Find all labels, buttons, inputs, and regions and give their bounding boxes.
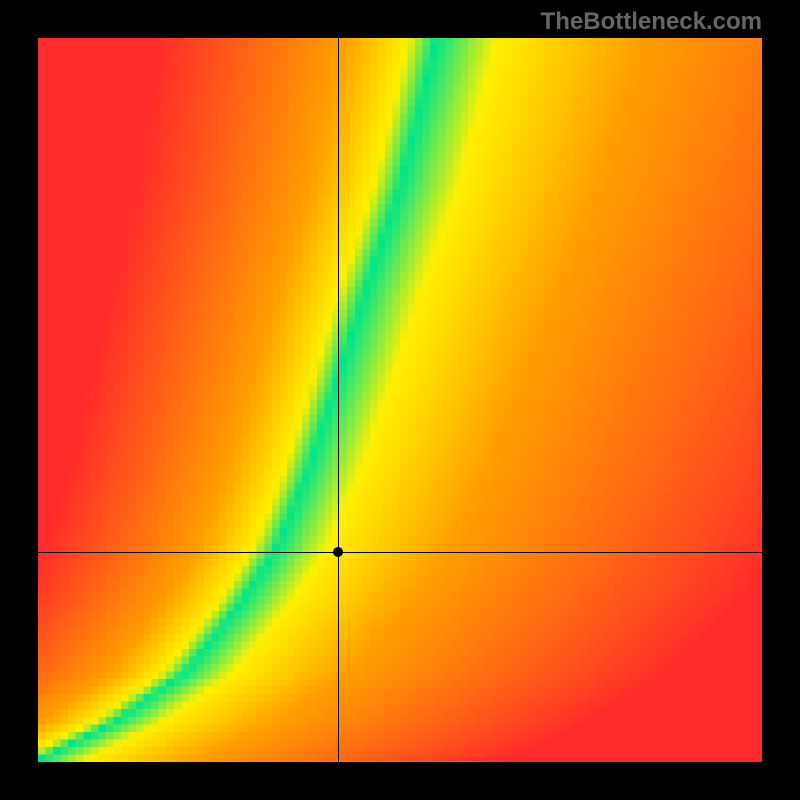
heatmap-canvas [38, 38, 762, 762]
crosshair-horizontal [38, 552, 762, 553]
watermark: TheBottleneck.com [541, 8, 762, 36]
plot-area [38, 38, 762, 762]
crosshair-marker [333, 547, 343, 557]
crosshair-vertical [338, 38, 339, 762]
